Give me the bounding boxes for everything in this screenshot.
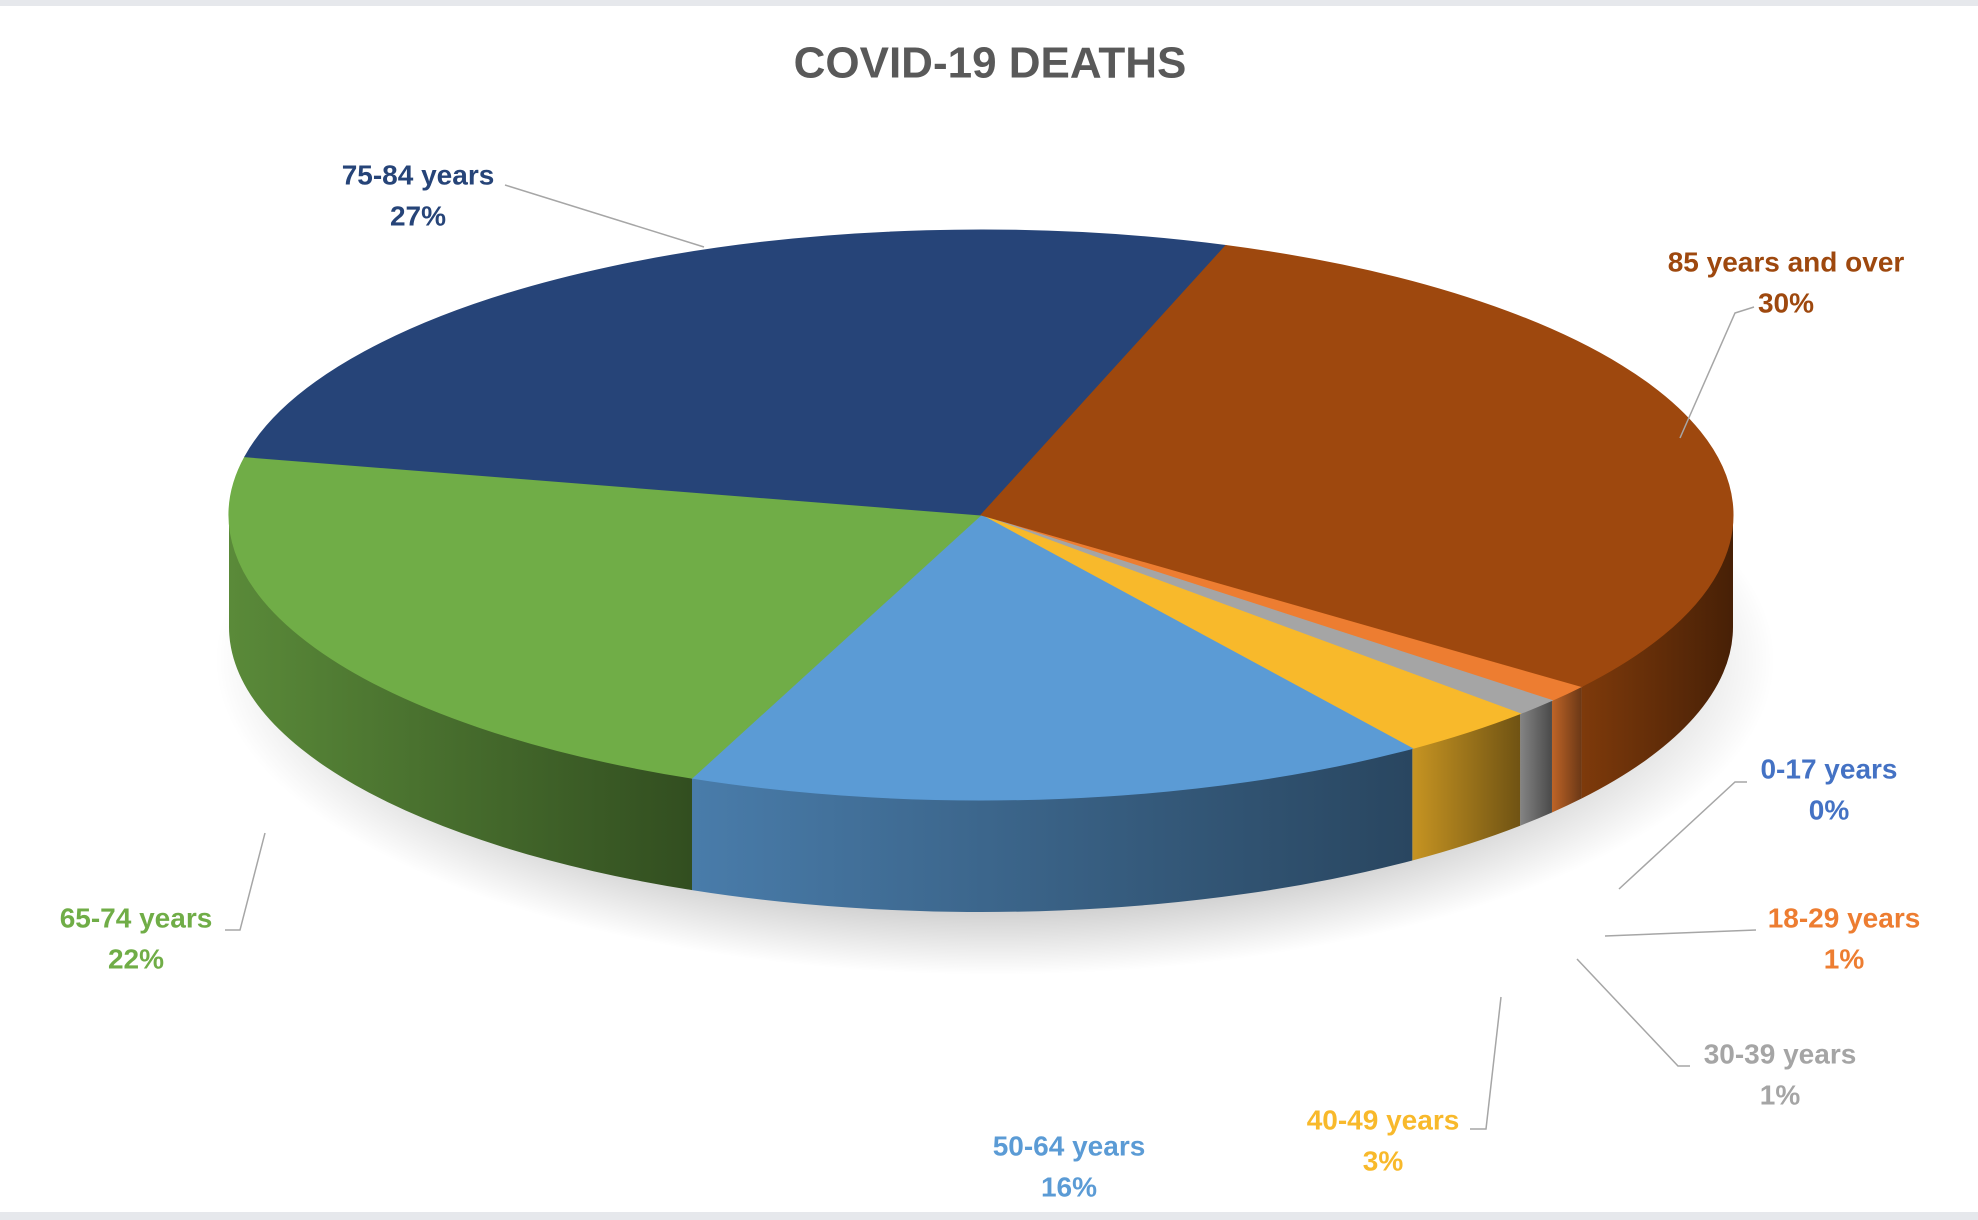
category-label: 40-49 years bbox=[1307, 1104, 1460, 1135]
value-label: 27% bbox=[390, 200, 446, 231]
value-label: 3% bbox=[1363, 1145, 1404, 1176]
bottom-band bbox=[0, 1212, 1978, 1220]
category-label: 85 years and over bbox=[1668, 246, 1905, 277]
slice-side bbox=[229, 515, 693, 891]
leader-line bbox=[504, 184, 705, 248]
leader-line bbox=[1604, 929, 1757, 937]
slice-side bbox=[1581, 515, 1733, 799]
value-label: 30% bbox=[1758, 287, 1814, 318]
slice bbox=[980, 244, 1734, 688]
slice bbox=[228, 456, 983, 779]
category-label: 0-17 years bbox=[1760, 753, 1897, 784]
category-label: 65-74 years bbox=[60, 902, 213, 933]
value-label: 16% bbox=[1041, 1171, 1097, 1202]
slice bbox=[244, 229, 1227, 516]
value-label: 0% bbox=[1809, 794, 1850, 825]
slice-side bbox=[1520, 700, 1552, 826]
pie-top bbox=[228, 229, 1734, 801]
value-label: 22% bbox=[108, 943, 164, 974]
slice bbox=[690, 514, 1414, 801]
category-label: 75-84 years bbox=[342, 159, 495, 190]
slice-side bbox=[1551, 686, 1582, 813]
leader-line bbox=[1470, 996, 1502, 1130]
category-label: 50-64 years bbox=[993, 1130, 1146, 1161]
labels: 0-17 years 0% 18-29 years 1% 30-39 years 1% 40… bbox=[60, 159, 1921, 1202]
slice-side bbox=[692, 748, 1413, 913]
leader-line bbox=[225, 832, 266, 931]
leader-line bbox=[1679, 306, 1755, 439]
leader-line bbox=[1618, 781, 1747, 890]
chart-title: COVID-19 DEATHS bbox=[794, 39, 1187, 88]
leader-line bbox=[1576, 958, 1690, 1067]
value-label: 1% bbox=[1824, 943, 1865, 974]
category-label: 30-39 years bbox=[1704, 1038, 1857, 1069]
category-label: 18-29 years bbox=[1768, 902, 1921, 933]
value-label: 1% bbox=[1760, 1079, 1801, 1110]
slice-side bbox=[1412, 713, 1521, 861]
top-band bbox=[0, 0, 1978, 6]
pie-sides bbox=[229, 515, 1733, 913]
